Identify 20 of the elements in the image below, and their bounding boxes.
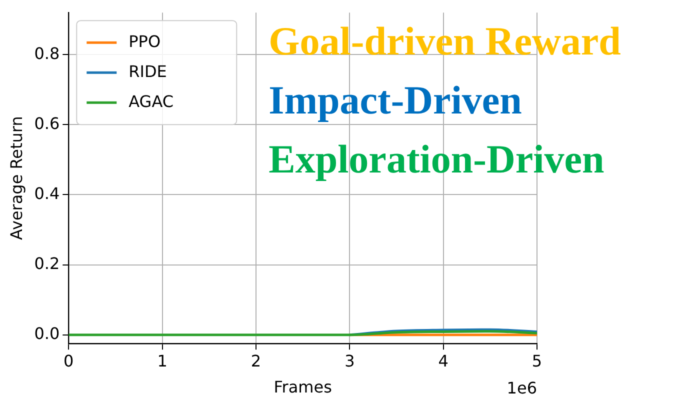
annotation: Goal-driven Reward bbox=[268, 18, 621, 64]
x-tick-label: 2 bbox=[250, 351, 262, 370]
y-tick-label: 0.2 bbox=[34, 254, 60, 273]
x-tick-label: 3 bbox=[344, 351, 355, 370]
legend-label: RIDE bbox=[128, 62, 167, 81]
annotation: Impact-Driven bbox=[268, 78, 522, 123]
x-tick-label: 4 bbox=[438, 351, 448, 370]
y-tick-label: 0.8 bbox=[34, 44, 60, 63]
annotation: Exploration-Driven bbox=[268, 136, 604, 182]
x-axis-title: Frames bbox=[274, 378, 332, 397]
y-axis-title: Average Return bbox=[6, 116, 26, 240]
y-tick-label: 0.0 bbox=[34, 324, 60, 343]
y-tick-label: 0.6 bbox=[34, 114, 60, 133]
y-tick-label: 0.4 bbox=[34, 184, 60, 203]
x-tick-label: 5 bbox=[532, 351, 542, 370]
x-tick-label: 1 bbox=[157, 351, 168, 370]
x-tick-label: 0 bbox=[64, 351, 74, 370]
legend-label: AGAC bbox=[128, 92, 174, 111]
legend-label: PPO bbox=[128, 32, 161, 51]
text: 1e6 bbox=[506, 378, 537, 398]
